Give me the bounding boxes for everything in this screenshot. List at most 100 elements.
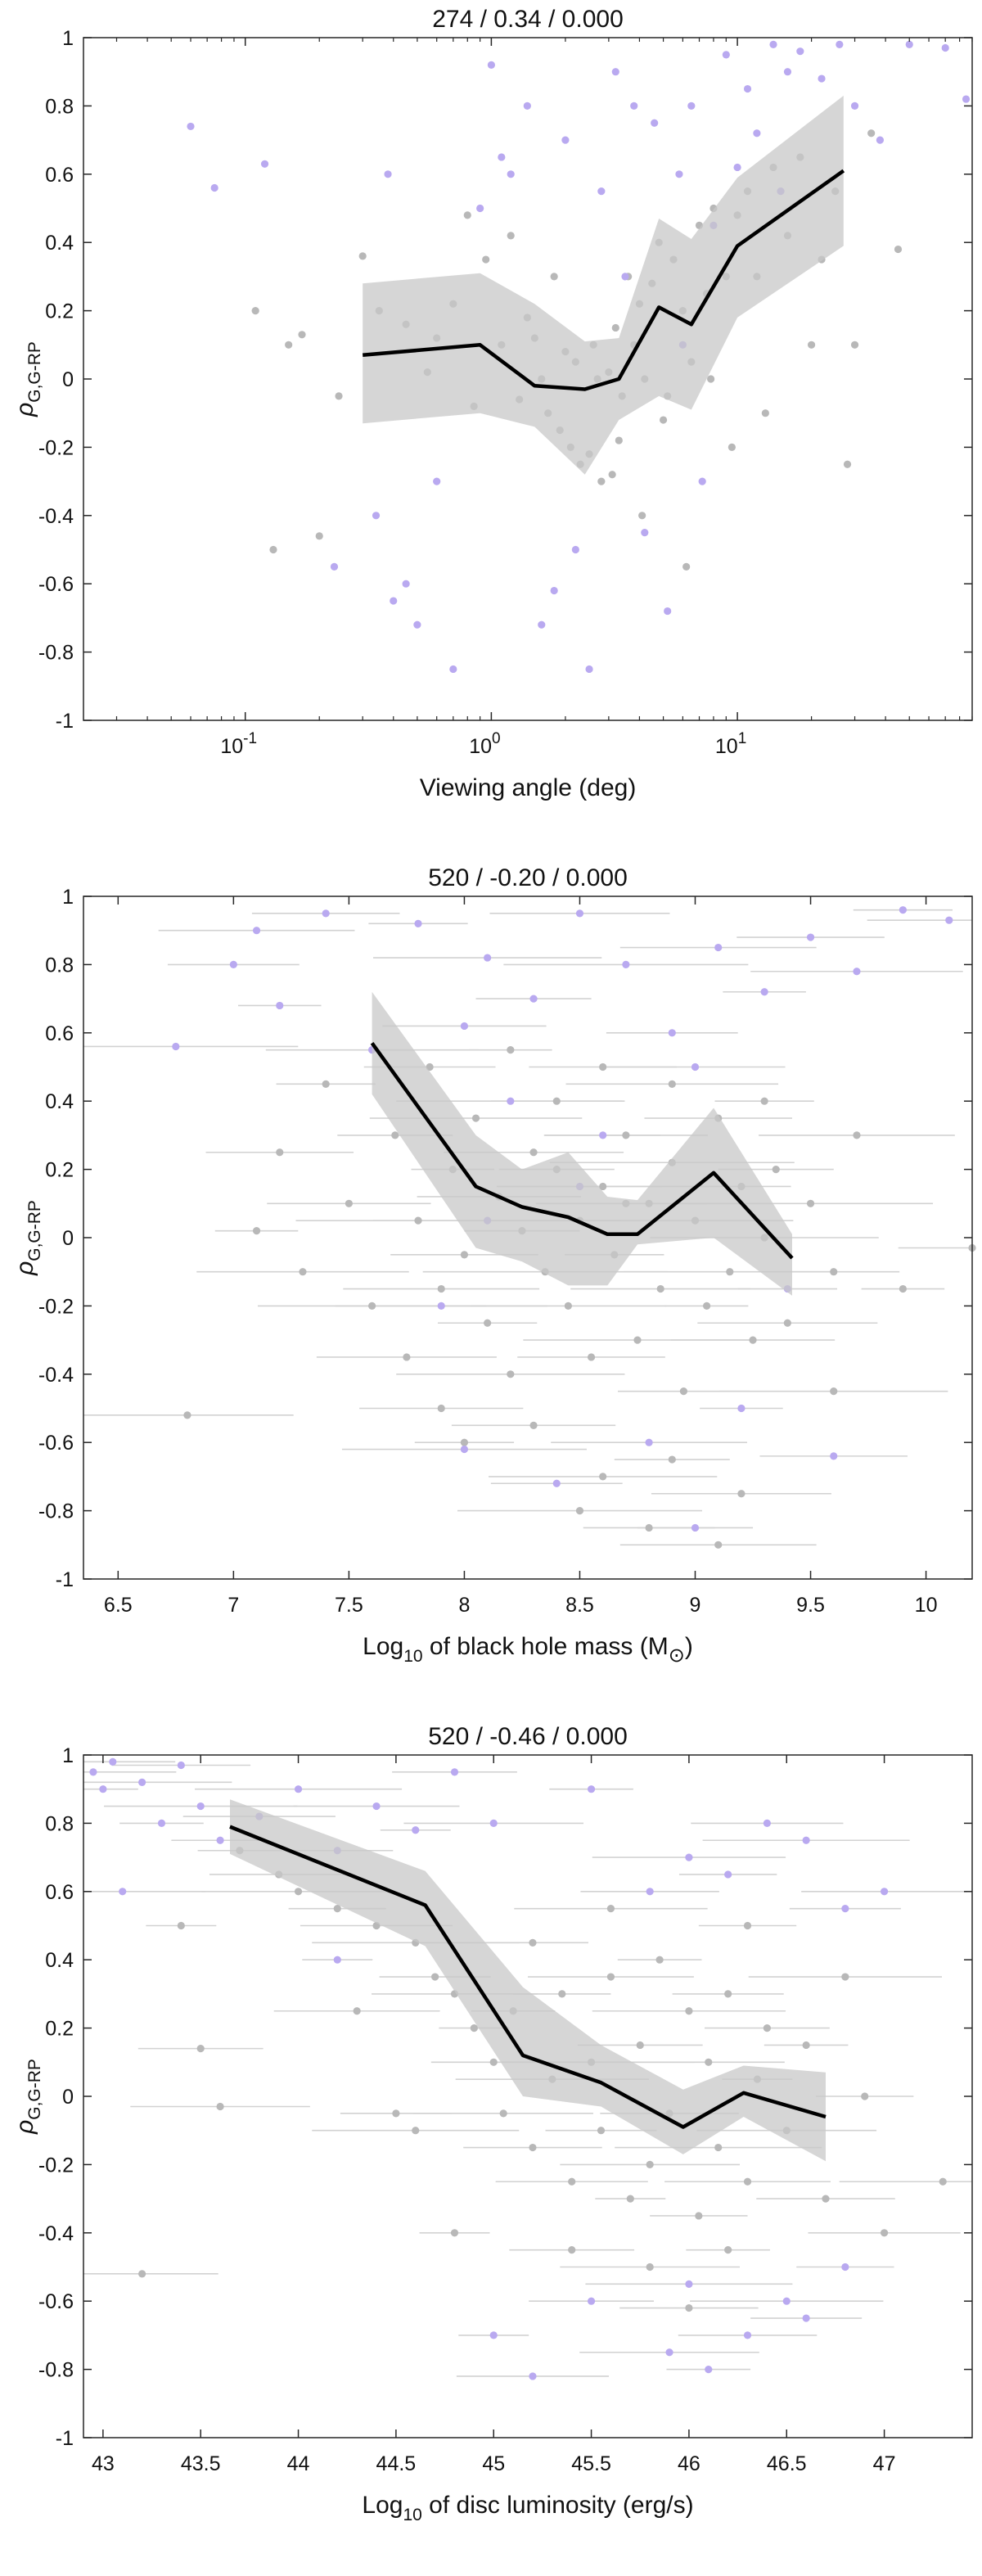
data-point-gray: [345, 1199, 353, 1207]
data-point-gray: [529, 1938, 537, 1947]
data-point-purple: [412, 1826, 420, 1834]
confidence-band: [363, 95, 844, 475]
data-point-gray: [772, 1166, 780, 1174]
data-point-gray: [484, 1319, 492, 1327]
data-point-purple: [585, 665, 593, 674]
y-tick-label: 0.8: [45, 954, 74, 977]
data-point-gray: [568, 2177, 576, 2186]
data-point-purple: [437, 1302, 445, 1310]
x-tick-label: 44: [287, 2452, 310, 2475]
data-point-purple: [449, 665, 457, 674]
data-point-gray: [668, 1080, 676, 1088]
data-point-gray: [724, 2246, 732, 2254]
data-point-gray: [830, 1268, 838, 1276]
data-point-purple: [802, 1836, 810, 1844]
data-point-purple: [89, 1768, 97, 1776]
data-point-gray: [358, 252, 367, 260]
data-point-purple: [489, 2331, 498, 2339]
data-point-purple: [962, 95, 971, 103]
data-point-gray: [294, 1888, 303, 1896]
data-point-purple: [333, 1956, 341, 1964]
confidence-band: [372, 991, 793, 1296]
y-tick-label: -0.8: [38, 1500, 74, 1523]
y-tick-label: 0.6: [45, 1022, 74, 1045]
x-tick-label: 9: [690, 1594, 701, 1617]
data-point-gray: [656, 1284, 664, 1293]
data-point-gray: [939, 2177, 947, 2186]
y-tick-label: -0.6: [38, 573, 74, 596]
x-tick-label: 7: [227, 1594, 239, 1617]
data-point-gray: [437, 1284, 445, 1293]
data-point-gray: [861, 2092, 869, 2100]
data-point-gray: [743, 1921, 752, 1930]
data-point-gray: [507, 1046, 515, 1054]
chart-title: 520 / -0.20 / 0.000: [428, 864, 628, 891]
y-tick-label: 0: [62, 368, 74, 391]
data-point-purple: [561, 136, 570, 144]
data-point-gray: [216, 2102, 224, 2111]
median-line: [370, 1041, 794, 1260]
data-point-gray: [529, 1148, 538, 1157]
data-point-purple: [945, 916, 953, 924]
x-tick-label: 43.5: [181, 2452, 221, 2475]
data-point-purple: [830, 1452, 838, 1460]
data-point-gray: [659, 416, 668, 424]
data-point-gray: [682, 562, 691, 571]
x-tick-label: 44.5: [376, 2452, 417, 2475]
data-point-purple: [507, 170, 515, 178]
chart-panel-disc-luminosity: -1 -0.8 -0.6 -0.4 -0.2 0 0.2 0.4 0.6 0.8 1 43 43.5 44…: [0, 1717, 982, 2576]
data-point-gray: [714, 2143, 723, 2152]
data-point-gray: [685, 2303, 693, 2312]
data-point-purple: [390, 597, 398, 605]
data-point-purple: [529, 995, 538, 1003]
data-point-purple: [611, 68, 619, 76]
data-point-purple: [523, 102, 531, 110]
data-point-gray: [761, 409, 769, 417]
data-point-purple: [433, 477, 441, 485]
data-point-purple: [698, 477, 706, 485]
data-point-gray: [727, 443, 736, 452]
data-point-purple: [196, 1802, 205, 1811]
data-point-gray: [564, 1302, 572, 1310]
data-point-purple: [796, 47, 804, 56]
data-point-gray: [646, 2262, 654, 2271]
data-point-gray: [645, 1523, 653, 1532]
data-point-purple: [645, 1438, 653, 1446]
data-point-gray: [575, 1507, 584, 1515]
data-point-purple: [260, 160, 269, 168]
data-point-gray: [841, 1973, 849, 1981]
data-point-purple: [229, 960, 237, 968]
data-point-gray: [807, 341, 816, 349]
y-tick-label: 0.6: [45, 164, 74, 187]
data-point-gray: [335, 392, 343, 400]
data-point-gray: [568, 2246, 576, 2254]
data-point-gray: [899, 1284, 907, 1293]
data-point-purple: [450, 1768, 459, 1776]
data-point-purple: [372, 512, 381, 520]
data-point-purple: [753, 129, 761, 138]
data-point-gray: [822, 2195, 830, 2203]
data-point-purple: [880, 1888, 889, 1896]
data-point-gray: [471, 1114, 480, 1122]
data-point-gray: [138, 2270, 146, 2278]
data-point-purple: [276, 1001, 284, 1010]
y-tick-label: -1: [56, 2427, 74, 2450]
data-point-purple: [853, 968, 861, 976]
data-point-gray: [550, 273, 558, 281]
plot-marks: [83, 906, 976, 1549]
plot-marks: [83, 1757, 972, 2380]
data-point-gray: [724, 1990, 732, 1998]
x-tick-label: 45: [482, 2452, 505, 2475]
y-tick-label: 0.2: [45, 1159, 74, 1182]
median-line: [229, 1825, 827, 2129]
data-point-gray: [611, 323, 619, 332]
data-point-purple: [138, 1778, 146, 1786]
data-point-gray: [685, 2007, 693, 2015]
data-point-purple: [484, 954, 492, 962]
x-tick-label: 7.5: [335, 1594, 363, 1617]
data-point-gray: [638, 512, 646, 520]
data-point-purple: [597, 187, 606, 196]
data-point-purple: [675, 170, 683, 178]
chart-panel-black-hole-mass: -1 -0.8 -0.6 -0.4 -0.2 0 0.2 0.4 0.6 0.8 1 6.5 7 7.5 8…: [0, 859, 982, 1717]
y-tick-label: -0.8: [38, 2359, 74, 2382]
